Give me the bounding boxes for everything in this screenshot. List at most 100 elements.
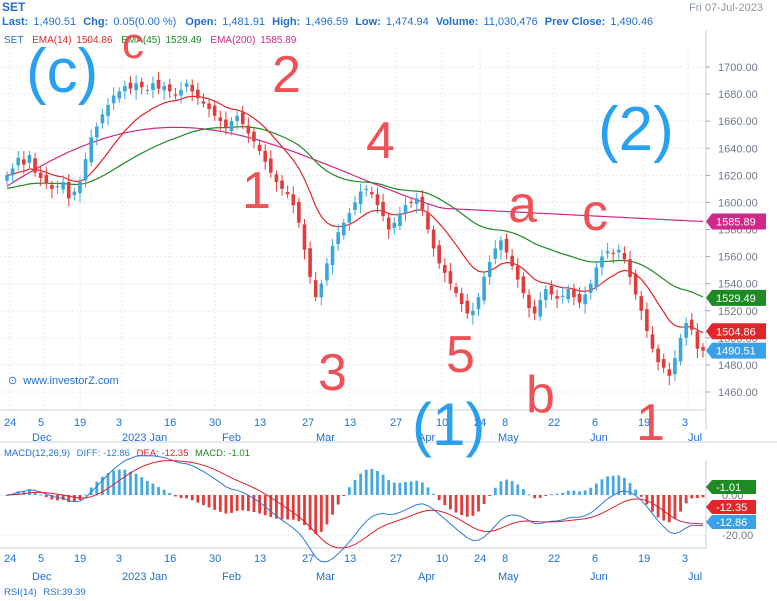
date-axis-main: 24 5 19 3 16 30 13 27 13 27 10 24 8 22 6 19 3 Dec 2023 Jan… [4, 417, 702, 444]
macd-bar [89, 487, 93, 495]
price-tag-value: 1585.89 [716, 217, 756, 229]
candle-body [145, 90, 150, 92]
macd-bar [207, 495, 211, 508]
low-value: 1,474.94 [386, 16, 429, 28]
y-tick-label: 1700.00 [718, 62, 758, 74]
x-day-label: 22 [548, 417, 560, 429]
wave-label: (1) [412, 391, 485, 458]
macd-bar [656, 495, 660, 518]
wave-label: b [526, 366, 555, 424]
macd-bar [662, 495, 666, 521]
candle-body [347, 213, 352, 223]
diff-value: -12.86 [103, 448, 130, 459]
candle-body [252, 131, 256, 142]
macd-bar [16, 491, 20, 495]
candle-body [196, 89, 200, 99]
macd-bar [106, 473, 110, 495]
candle-body [50, 185, 54, 189]
candle-body [16, 157, 21, 166]
candle-body [605, 251, 610, 254]
price-tags: 1585.89 1529.49 1504.86 1490.51 [706, 213, 766, 359]
y-tick-label: 1660.00 [718, 116, 758, 128]
candle-body [403, 205, 408, 214]
wave-label: (c) [26, 37, 98, 106]
macd-bar [84, 494, 87, 496]
macd-bar [370, 468, 374, 495]
candle-body [443, 264, 447, 273]
ema14-line [6, 95, 704, 334]
x-day-label: 3 [116, 553, 122, 565]
macd-bar [145, 481, 149, 495]
candle-body [437, 245, 441, 264]
last-label: Last: [2, 16, 28, 28]
x-day-label: 30 [209, 553, 221, 565]
macd-bar [628, 482, 632, 495]
x-day-label: 8 [502, 417, 508, 429]
prev-close-label: Prev Close: [545, 16, 606, 28]
x-day-label: 13 [254, 417, 266, 429]
candle-body [201, 101, 206, 104]
macd-bar [258, 495, 261, 514]
y-tick-label: 1540.00 [718, 279, 758, 291]
candle-body [162, 85, 166, 91]
candle-body [386, 217, 391, 230]
macd-bar [392, 482, 396, 495]
candle-body [527, 294, 531, 309]
macd-tag-value: -12.35 [716, 502, 747, 514]
macd-hist-label: MACD: [195, 448, 226, 459]
watermark: ⊙ www.investorZ.com [8, 375, 119, 387]
candle-body [678, 337, 683, 362]
macd-bar [404, 482, 407, 495]
wave-label: 3 [318, 344, 347, 402]
x-day-label: 24 [4, 417, 16, 429]
candle-body [588, 283, 593, 293]
candle-body [465, 300, 470, 314]
x-day-label: 27 [302, 417, 314, 429]
macd-bar [460, 495, 464, 516]
y-tick-label: 1560.00 [718, 252, 758, 264]
candle-body [381, 201, 385, 216]
macd-bar [280, 495, 284, 520]
candle-body [684, 322, 688, 338]
candle-body [499, 240, 503, 251]
dea-line [6, 459, 704, 549]
macd-bar [617, 475, 621, 495]
legend-symbol: SET [4, 35, 23, 46]
candle-body [285, 192, 290, 195]
wave-label: c [122, 19, 144, 68]
legend-ema14-label: EMA(14) [32, 35, 71, 46]
candle-body [173, 94, 178, 96]
candle-body [156, 80, 161, 89]
x-month-label: 2023 Jan [122, 432, 167, 444]
legend-ema45-value: 1529.49 [165, 35, 202, 46]
candle-body [364, 188, 369, 190]
candle-body [617, 249, 621, 253]
candle-body [645, 309, 649, 332]
candle-body [370, 192, 374, 195]
price-tag-value: 1504.86 [716, 326, 756, 338]
macd-bar [202, 495, 205, 506]
candle-body [184, 83, 189, 87]
x-day-label: 24 [4, 553, 16, 565]
candle-body [414, 198, 419, 205]
candle-body [269, 158, 273, 173]
x-month-label: Feb [222, 432, 241, 444]
macd-grid [0, 460, 707, 549]
macd-legend: MACD(12,26,9) DIFF: -12.86 DEA: -12.35 M… [4, 448, 250, 459]
candle-body [134, 83, 138, 91]
macd-histogram [5, 468, 705, 535]
candle-body [504, 238, 509, 253]
wave-label: 1 [242, 162, 271, 220]
candle-body [420, 196, 425, 210]
x-month-label: Mar [316, 571, 335, 583]
macd-bar [67, 495, 71, 503]
macd-bar [639, 495, 643, 497]
macd-bar [241, 495, 245, 511]
quote-line: Last: 1,490.51 Chg: 0.05(0.00 %) Open: 1… [2, 16, 653, 28]
price-tag-value: 1490.51 [716, 346, 756, 358]
candle-body [622, 253, 627, 260]
candle-body [549, 285, 554, 295]
y-tick-label: 1460.00 [718, 387, 758, 399]
candle-body [600, 256, 604, 268]
